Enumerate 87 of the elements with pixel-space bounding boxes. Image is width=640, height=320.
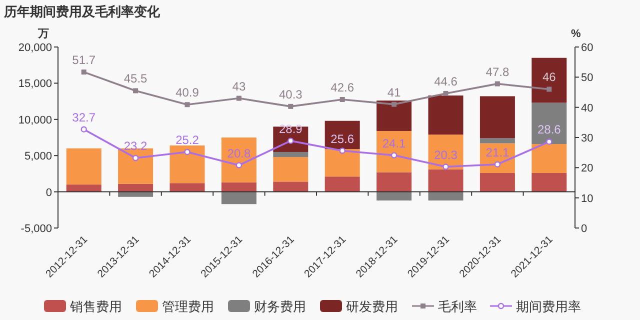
data-label: 41 [387,85,402,100]
point [546,86,552,92]
data-label: 42.6 [330,80,354,94]
y-tick-label: 20,000 [18,42,52,54]
point [390,152,398,158]
bar [324,149,360,177]
data-label: 20.8 [227,146,251,160]
y-tick-label: 10,000 [18,114,52,126]
bar [273,157,308,182]
point [546,138,552,145]
data-label: 28.6 [537,122,562,137]
y-axis-title: 万 [37,28,49,40]
legend-label: 销售费用 [69,299,122,314]
data-label: 43 [232,79,246,94]
y-tick-label: 5,000 [24,150,52,163]
bar [376,100,412,131]
point [288,104,294,109]
bar [376,192,412,200]
legend-label: 期间费用率 [516,299,581,314]
data-label: 40.3 [278,87,303,102]
y2-tick-label: 60 [581,42,594,54]
point [443,90,448,96]
y2-tick-label: 30 [581,132,594,144]
data-label: 21.1 [486,145,510,160]
bar [480,172,515,192]
bar [170,145,205,184]
data-label: 32.7 [72,110,96,124]
y2-tick-label: 10 [581,192,594,205]
bar [376,130,412,172]
y-tick-label: 15,000 [18,78,52,90]
point [236,162,242,168]
point [442,164,449,170]
y2-tick-label: 40 [581,102,594,114]
bar [118,184,154,192]
point [80,126,87,132]
bar [428,192,464,200]
point [339,148,346,154]
bar [221,182,256,192]
chart-title: 历年期间费用及毛利率变化 [3,4,161,19]
data-label: 44.6 [434,74,458,88]
bar [221,138,256,182]
data-label: 46 [542,70,556,84]
data-label: 40.9 [176,86,200,100]
bar [273,182,308,192]
legend-label: 毛利率 [438,299,477,314]
y2-tick-label: 0 [581,223,588,235]
y2-tick-label: 20 [581,162,594,175]
legend-label: 研发费用 [346,299,398,314]
point [288,138,294,144]
data-label: 47.8 [486,64,510,79]
bar [170,183,205,192]
data-label: 45.5 [124,72,148,86]
bar [66,148,102,185]
point [184,102,190,108]
point [392,102,397,107]
point [494,161,501,168]
bar [428,169,464,192]
point [132,154,139,162]
point [81,70,86,75]
bar [532,58,567,103]
bar [532,144,567,173]
bar [376,172,412,192]
data-label: 24.1 [382,136,406,150]
bar [480,138,515,144]
bar [532,172,567,192]
bar [532,102,567,144]
bar [66,184,102,192]
y2-tick-label: 50 [581,72,594,84]
legend-label: 财务费用 [254,299,306,314]
bar [480,96,515,138]
bar [221,192,256,204]
data-label: 25.2 [176,132,200,147]
legend-label: 管理费用 [162,299,214,314]
data-label: 51.7 [72,53,96,68]
data-label: 25.6 [330,132,354,146]
bar [273,152,308,158]
bar [428,96,464,135]
point [340,96,345,102]
point [236,96,242,101]
y-tick-label: 0 [46,186,52,199]
y2-axis-title: % [571,28,581,40]
y-tick-label: -5,000 [20,223,52,235]
point [184,148,190,156]
data-label: 20.3 [434,148,458,162]
point [494,81,500,86]
point [133,88,138,94]
bar [324,176,360,192]
